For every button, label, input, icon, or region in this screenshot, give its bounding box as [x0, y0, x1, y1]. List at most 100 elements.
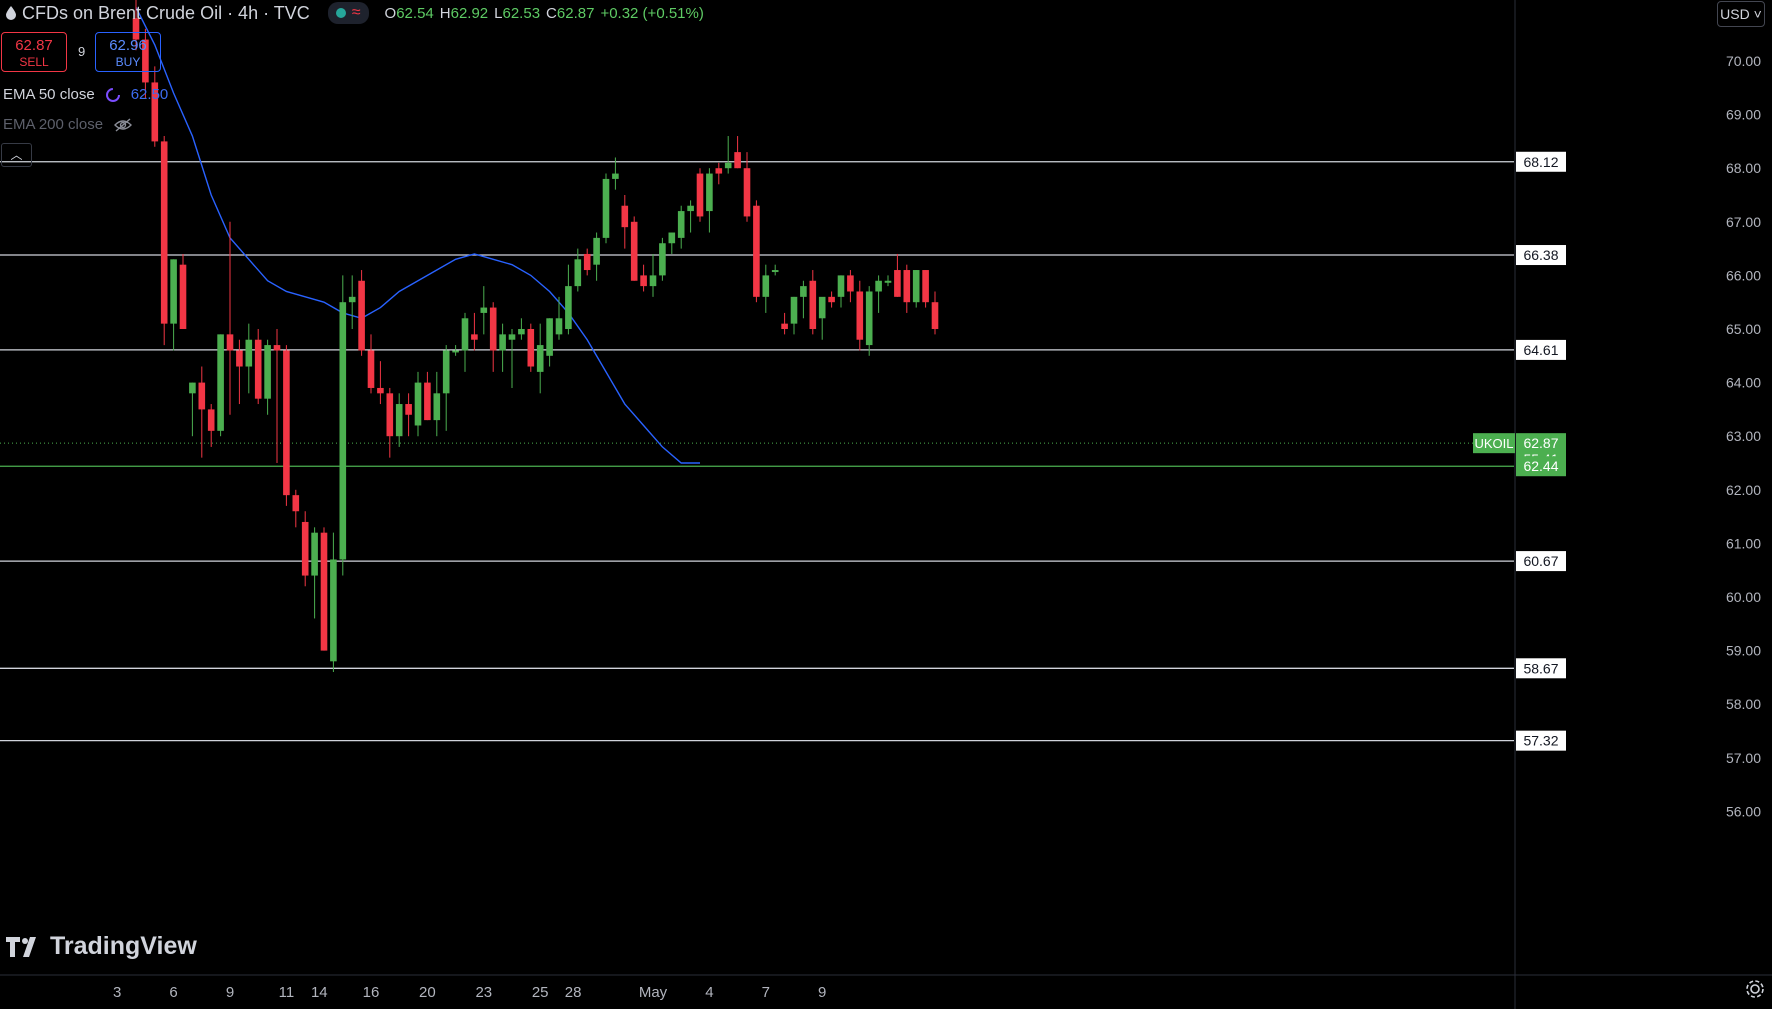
x-tick-label: May	[639, 984, 668, 1001]
candle-body	[865, 291, 873, 346]
ema200-label: EMA 200 close	[3, 116, 104, 133]
candle	[301, 511, 309, 587]
candle-body	[348, 296, 356, 303]
candle-body	[527, 329, 535, 367]
candle-body	[574, 259, 582, 287]
candle	[358, 270, 365, 356]
candle	[630, 216, 638, 281]
y-tick-label: 68.00	[1726, 160, 1761, 176]
candle-body	[245, 339, 253, 367]
candle	[706, 168, 713, 233]
candle	[339, 275, 347, 576]
candle-body	[555, 318, 563, 335]
sell-price: 62.87	[15, 37, 53, 54]
level-price-label: 60.67	[1523, 553, 1558, 569]
collapse-legend-button[interactable]: ︿	[1, 143, 32, 167]
ema50-value: 62.50	[130, 86, 169, 103]
candle	[724, 136, 732, 174]
tradingview-wordmark: TradingView	[50, 932, 197, 960]
ohlc-item: +0.32 (+0.51%)	[600, 5, 703, 22]
candle	[536, 323, 544, 394]
candle-body	[771, 270, 779, 273]
candle-body	[442, 350, 450, 394]
level-price-tag	[1516, 245, 1566, 266]
y-tick-label: 56.00	[1726, 803, 1761, 819]
ema200-legend[interactable]: EMA 200 close	[3, 116, 133, 133]
candle-body	[602, 178, 610, 238]
ohlc-item: L62.53	[494, 5, 540, 22]
ohlc-value: 62.87	[556, 4, 595, 22]
candle-body	[160, 141, 168, 324]
candle-body	[414, 382, 422, 426]
market-status-pill[interactable]: ≈	[327, 2, 369, 24]
candle	[226, 221, 234, 415]
hidden-eye-icon[interactable]	[113, 117, 133, 133]
gear-icon[interactable]	[1744, 978, 1766, 1000]
candle-body	[715, 168, 723, 174]
candle-body	[142, 39, 149, 83]
candle-body	[837, 275, 845, 297]
candle-body	[480, 307, 488, 313]
ema50-label: EMA 50 close	[3, 86, 95, 103]
candle-body	[189, 382, 196, 394]
candle	[856, 280, 864, 351]
candle	[790, 296, 798, 335]
candle-body	[386, 393, 394, 437]
candle-body	[433, 393, 441, 421]
candle	[151, 66, 159, 147]
y-tick-label: 69.00	[1726, 107, 1761, 123]
ema50-legend[interactable]: EMA 50 close 62.50	[3, 86, 168, 103]
y-tick-label: 57.00	[1726, 750, 1761, 766]
candle	[696, 168, 704, 222]
x-tick-label: 6	[169, 984, 177, 1001]
candle	[414, 371, 422, 437]
buy-button[interactable]: 62.96 BUY	[95, 32, 161, 72]
candle	[621, 195, 629, 249]
candle-body	[753, 205, 760, 297]
sell-button[interactable]: 62.87 SELL	[1, 32, 67, 72]
candle	[809, 270, 817, 335]
candle	[762, 264, 770, 313]
sell-label: SELL	[19, 55, 49, 69]
candle-body	[301, 521, 309, 576]
candle	[499, 323, 506, 372]
candle	[132, 0, 140, 51]
candle-body	[659, 243, 666, 276]
candle-body	[668, 232, 676, 244]
candle	[649, 253, 657, 297]
candle-body	[612, 173, 619, 179]
candle	[847, 270, 854, 303]
ohlc-key: C	[546, 4, 557, 22]
ohlc-readout: O62.54 H62.92 L62.53 C62.87 +0.32 (+0.51%)	[385, 5, 704, 22]
symbol-title[interactable]: CFDs on Brent Crude Oil · 4h · TVC	[22, 2, 310, 23]
candle-body	[311, 532, 318, 576]
y-tick-label: 64.00	[1726, 375, 1761, 391]
candle	[471, 312, 478, 351]
candle-body	[518, 329, 525, 335]
candle-body	[856, 291, 864, 340]
candle-body	[471, 334, 478, 340]
level-price-label: 68.12	[1523, 154, 1558, 170]
currency-selector[interactable]: USD ˅	[1717, 1, 1765, 27]
candle	[828, 291, 835, 308]
candle	[668, 232, 676, 254]
candle-body	[630, 221, 638, 281]
chart-header: CFDs on Brent Crude Oil · 4h · TVC ≈ O62…	[0, 0, 704, 26]
buy-label: BUY	[115, 55, 141, 69]
candle-body	[405, 404, 412, 415]
candle	[424, 371, 431, 421]
ohlc-item: C62.87	[546, 5, 594, 22]
x-tick-label: 25	[532, 984, 549, 1001]
candle-body	[875, 280, 882, 292]
candle	[527, 323, 535, 372]
candle	[433, 371, 441, 437]
loading-spinner-icon	[105, 87, 120, 102]
candle	[452, 345, 459, 356]
support-price-label: 62.44	[1523, 458, 1558, 474]
candle	[405, 393, 412, 437]
candle	[743, 152, 751, 222]
candle-body	[207, 409, 215, 431]
candle	[367, 334, 375, 394]
candle	[837, 275, 845, 308]
